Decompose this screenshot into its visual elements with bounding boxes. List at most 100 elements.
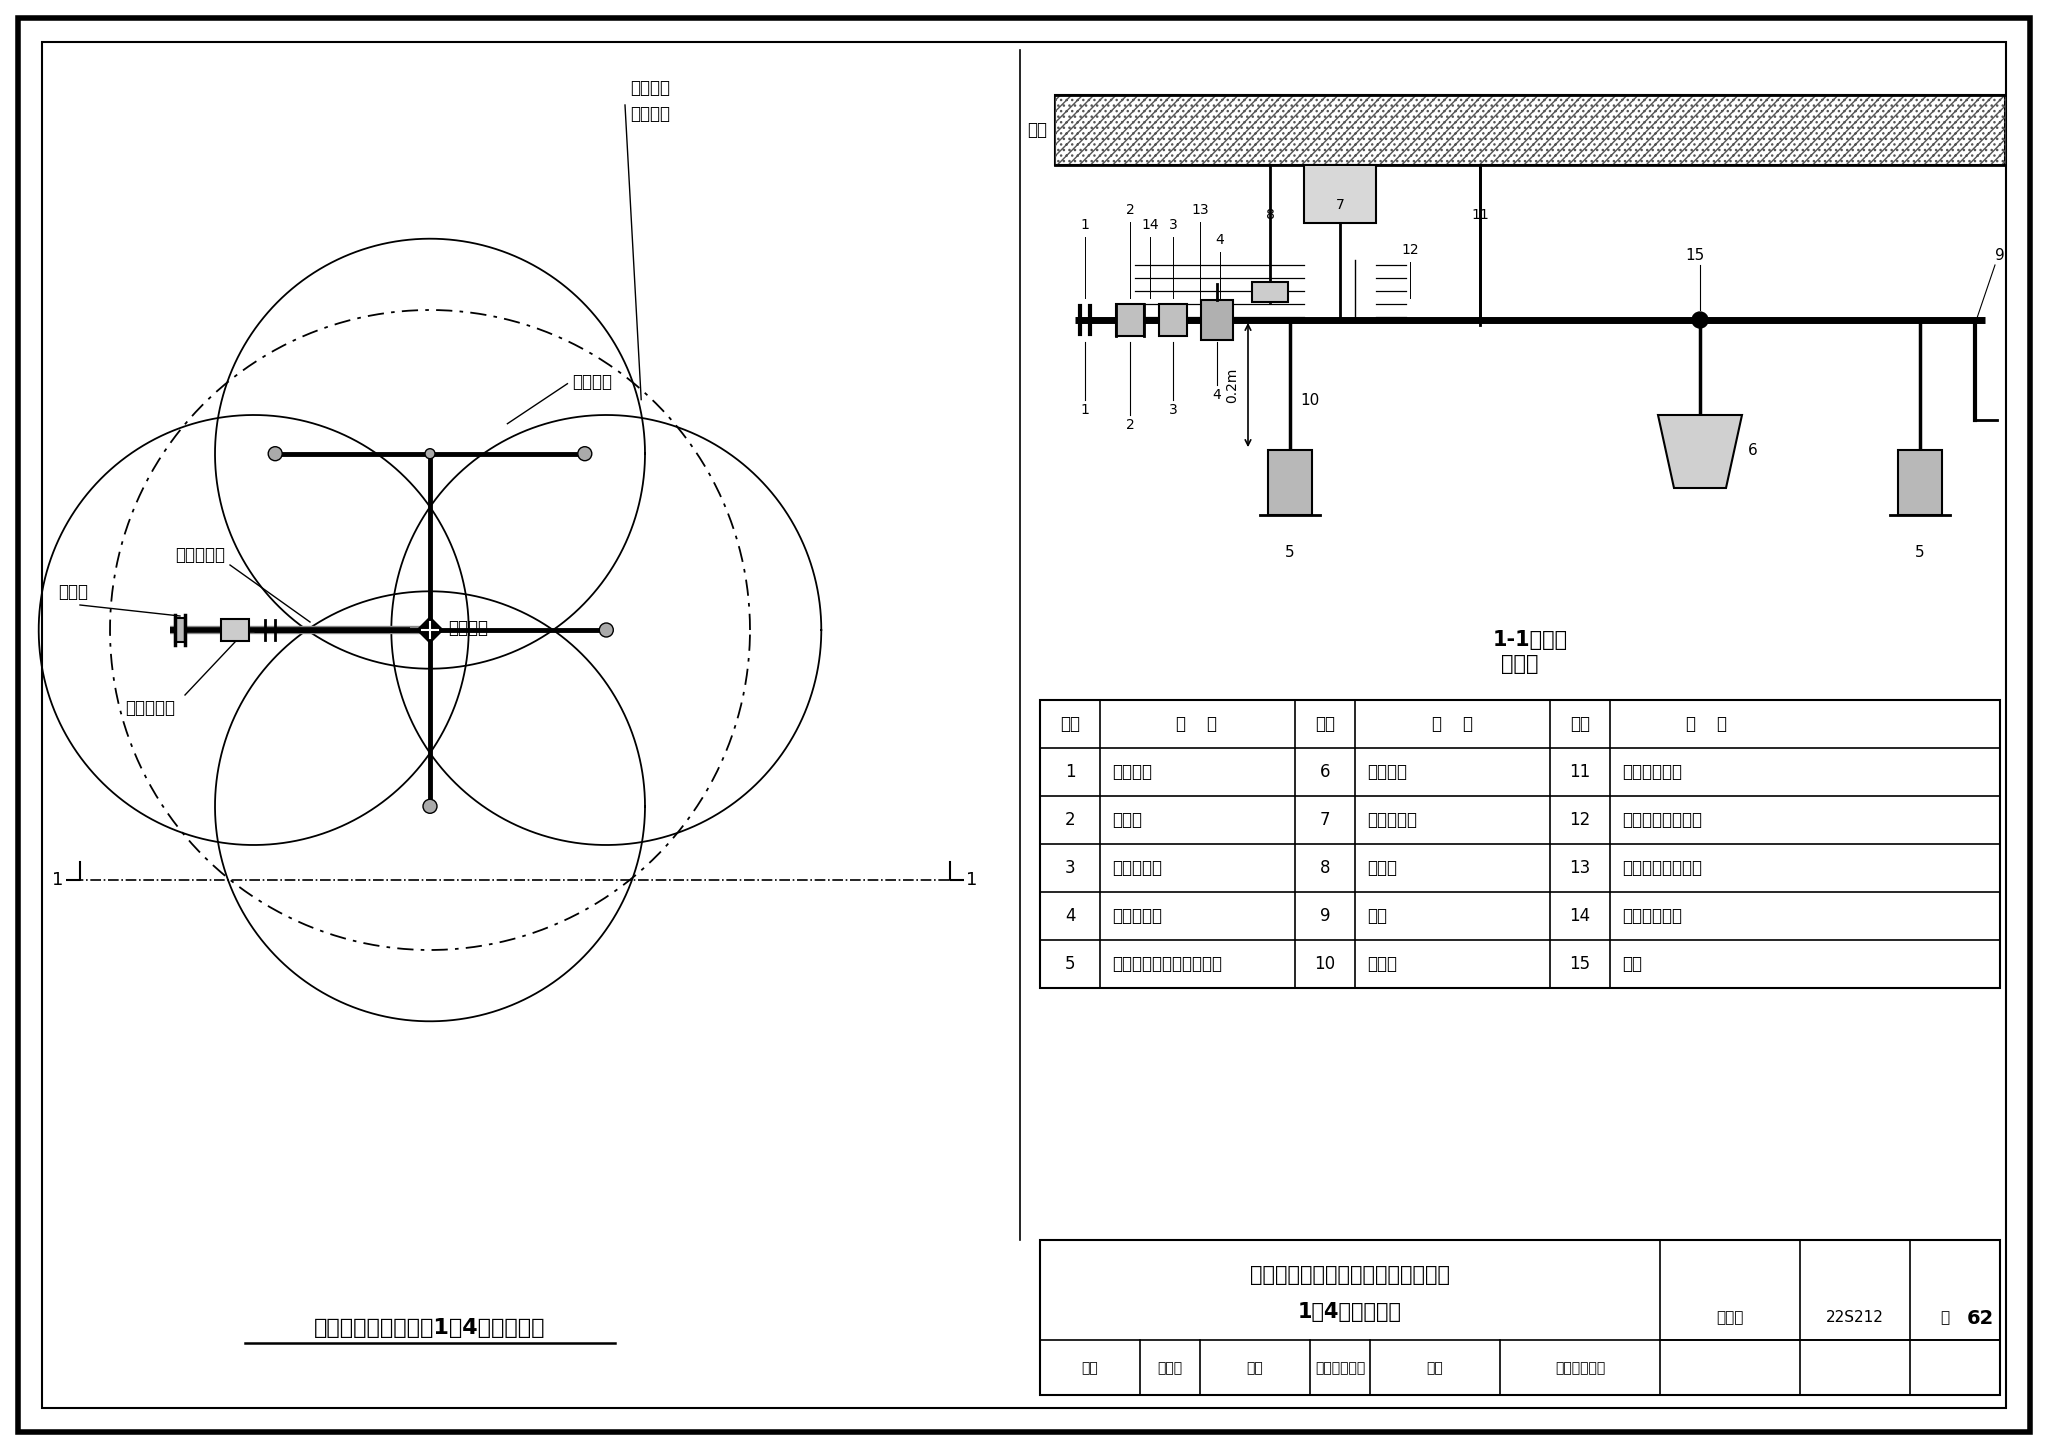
Circle shape [426, 448, 434, 458]
Text: 11: 11 [1470, 207, 1489, 222]
Text: 信号阀信号线: 信号阀信号线 [1622, 908, 1681, 925]
Text: 13: 13 [1192, 203, 1208, 218]
Text: 0.2m: 0.2m [1225, 367, 1239, 403]
Text: 1-1剪面图: 1-1剪面图 [1493, 629, 1567, 650]
Circle shape [578, 447, 592, 461]
Text: 4: 4 [1065, 908, 1075, 925]
Circle shape [1692, 312, 1708, 328]
Text: 设计: 设计 [1427, 1362, 1444, 1375]
Text: 自动控制阀: 自动控制阀 [1112, 908, 1161, 925]
Text: 序号: 序号 [1061, 715, 1079, 734]
Text: 5: 5 [1286, 545, 1294, 560]
Text: 7: 7 [1319, 811, 1331, 829]
Text: 6: 6 [1749, 442, 1757, 458]
Text: 3: 3 [1169, 218, 1178, 232]
Bar [1040, 700, 2001, 987]
Text: 1: 1 [967, 871, 977, 889]
Text: 保护区域: 保护区域 [631, 78, 670, 97]
Text: 水流指示器: 水流指示器 [125, 699, 174, 716]
Text: 三通: 三通 [1622, 956, 1642, 973]
Text: 探测装置: 探测装置 [1366, 763, 1407, 782]
Bar [221, 619, 250, 641]
Text: 审核: 审核 [1081, 1362, 1098, 1375]
Text: 2: 2 [1126, 418, 1135, 432]
Polygon shape [418, 618, 442, 642]
Text: 14: 14 [1141, 218, 1159, 232]
Text: 短立管: 短立管 [1366, 956, 1397, 973]
Text: 楼板: 楼板 [1026, 120, 1047, 139]
Text: 灭火装置: 灭火装置 [571, 373, 612, 390]
Circle shape [424, 799, 436, 813]
Text: 2: 2 [1126, 203, 1135, 218]
Text: 8: 8 [1266, 207, 1274, 222]
Text: 序号: 序号 [1315, 715, 1335, 734]
Bar [1200, 300, 1233, 339]
Text: 配套专用线束: 配套专用线束 [1622, 763, 1681, 782]
Text: 名称表: 名称表 [1501, 654, 1538, 674]
Text: 图集号: 图集号 [1716, 1311, 1743, 1325]
Circle shape [600, 624, 612, 637]
Text: 序号: 序号 [1571, 715, 1589, 734]
Text: 信号阀: 信号阀 [57, 583, 88, 600]
Text: 探测装置: 探测装置 [449, 619, 487, 637]
Text: 信号阀: 信号阀 [1112, 811, 1143, 829]
Text: 袋抚华袋赤华: 袋抚华袋赤华 [1554, 1362, 1606, 1375]
Text: 进水支管: 进水支管 [1112, 763, 1151, 782]
Text: 9: 9 [1319, 908, 1331, 925]
Text: 12: 12 [1401, 244, 1419, 257]
Text: 3: 3 [1169, 403, 1178, 418]
Text: 页: 页 [1939, 1311, 1950, 1325]
Text: 1埴4配置安装图: 1埴4配置安装图 [1298, 1302, 1403, 1322]
Bar [1898, 450, 1942, 515]
Text: 自动控制阀: 自动控制阀 [174, 547, 225, 564]
Text: 信号解码筱: 信号解码筱 [1366, 811, 1417, 829]
Text: 15: 15 [1686, 248, 1704, 262]
Text: 8: 8 [1319, 858, 1331, 877]
Text: 14: 14 [1569, 908, 1591, 925]
Text: 洪燕政洪瀳政: 洪燕政洪瀳政 [1315, 1362, 1366, 1375]
Text: 22S212: 22S212 [1827, 1311, 1884, 1325]
Bar [1305, 165, 1376, 223]
Text: 9: 9 [1995, 248, 2005, 262]
Text: 2: 2 [1065, 811, 1075, 829]
Text: 12: 12 [1569, 811, 1591, 829]
Text: 弯头: 弯头 [1366, 908, 1386, 925]
Bar [1055, 96, 2005, 165]
Bar [174, 618, 184, 642]
Bar [1040, 1240, 2001, 1395]
Bar [1159, 304, 1188, 336]
Circle shape [268, 447, 283, 461]
Text: 1: 1 [1081, 218, 1090, 232]
Text: 13: 13 [1569, 858, 1591, 877]
Text: 62: 62 [1966, 1308, 1993, 1328]
Text: 水流指示器: 水流指示器 [1112, 858, 1161, 877]
Text: 名    称: 名 称 [1176, 715, 1217, 734]
Text: 杨志军: 杨志军 [1157, 1362, 1182, 1375]
Text: 探测装置与喷洑型自动射流灭火装置: 探测装置与喷洑型自动射流灭火装置 [1249, 1264, 1450, 1285]
Text: 水流指示器信号线: 水流指示器信号线 [1622, 858, 1702, 877]
Text: 名    称: 名 称 [1686, 715, 1729, 734]
Text: 5: 5 [1065, 956, 1075, 973]
Text: 自动控制阀控制线: 自动控制阀控制线 [1622, 811, 1702, 829]
Text: 10: 10 [1300, 393, 1319, 407]
Bar [1268, 450, 1313, 515]
Text: 1: 1 [53, 871, 63, 889]
Text: 校对: 校对 [1247, 1362, 1264, 1375]
Bar [1116, 304, 1145, 336]
Polygon shape [1659, 415, 1743, 489]
Text: 喷洑型自动射流灭火装置: 喷洑型自动射流灭火装置 [1112, 956, 1223, 973]
Text: 1: 1 [1065, 763, 1075, 782]
Text: 支吸架: 支吸架 [1366, 858, 1397, 877]
Bar [1055, 96, 2005, 165]
Text: 5: 5 [1915, 545, 1925, 560]
Text: 4: 4 [1217, 233, 1225, 247]
Text: 11: 11 [1569, 763, 1591, 782]
Text: 4: 4 [1212, 389, 1221, 402]
Text: 探测区域: 探测区域 [631, 104, 670, 123]
Text: 3: 3 [1065, 858, 1075, 877]
Bar [1251, 281, 1288, 302]
Text: 10: 10 [1315, 956, 1335, 973]
Text: 名    称: 名 称 [1432, 715, 1473, 734]
Text: 探测装置与灭火装置1埴4布置平面图: 探测装置与灭火装置1埴4布置平面图 [313, 1318, 545, 1338]
Text: 1: 1 [1081, 403, 1090, 418]
